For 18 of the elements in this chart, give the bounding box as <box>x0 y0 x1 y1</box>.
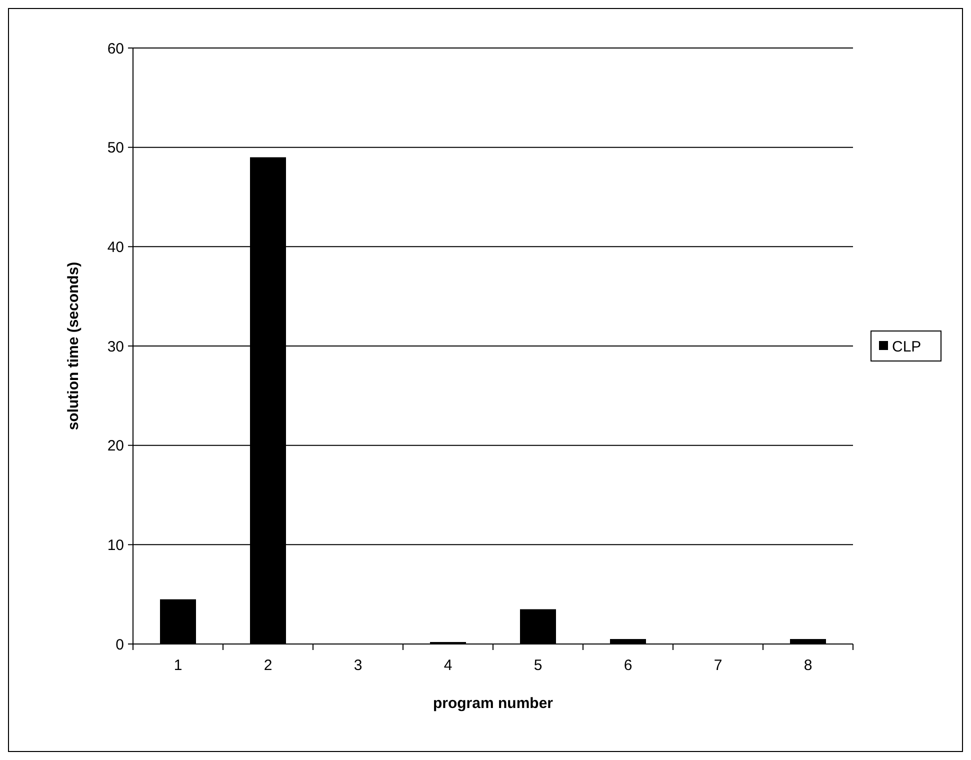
y-tick-label: 30 <box>107 338 124 356</box>
y-axis-title: solution time (seconds) <box>65 262 82 430</box>
y-tick-label: 40 <box>107 238 124 256</box>
x-tick-label: 6 <box>624 657 632 674</box>
x-tick-label: 4 <box>444 657 452 674</box>
y-tick-label: 20 <box>107 438 124 455</box>
x-axis-title: program number <box>432 695 554 712</box>
x-tick-label: 2 <box>264 657 272 674</box>
x-tick-label: 5 <box>534 657 542 674</box>
y-tick-label: 50 <box>107 140 124 157</box>
legend-label: CLP <box>892 338 922 356</box>
y-tick-label: 60 <box>107 40 124 58</box>
y-tick-label: 10 <box>107 536 124 554</box>
y-tick-label: 0 <box>116 636 124 654</box>
x-tick-label: 7 <box>714 657 722 674</box>
x-tick-label: 8 <box>804 657 812 674</box>
x-tick-label: 3 <box>354 657 362 674</box>
x-tick-label: 1 <box>174 657 182 674</box>
